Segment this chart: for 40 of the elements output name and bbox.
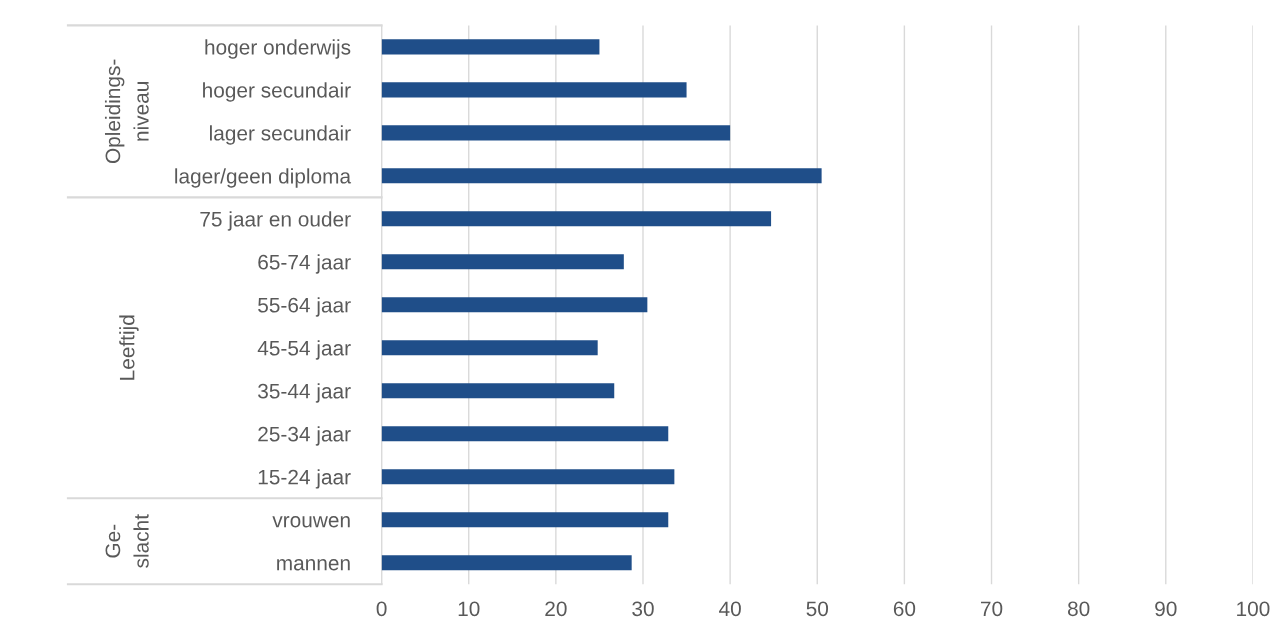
x-tick-label: 90 bbox=[1155, 601, 1177, 617]
text: Opleidings- niveau bbox=[104, 59, 149, 164]
bar bbox=[381, 254, 624, 270]
y-tick-label: 75 jaar en ouder bbox=[200, 211, 351, 231]
x-tick-label: 40 bbox=[719, 601, 741, 617]
x-tick-label: 30 bbox=[632, 601, 654, 617]
y-tick-label: vrouwen bbox=[272, 516, 350, 528]
y-tick-label: 25-34 jaar bbox=[258, 426, 351, 446]
y-tick-label: lager secundair bbox=[210, 125, 351, 145]
bar bbox=[381, 39, 600, 55]
y-tick-label: 15-24 jaar bbox=[258, 469, 351, 489]
text: Leeftijd bbox=[119, 315, 139, 380]
y-tick-label: 65-74 jaar bbox=[258, 254, 351, 274]
bar bbox=[381, 340, 598, 356]
bar bbox=[381, 297, 648, 313]
bar bbox=[381, 555, 632, 571]
y-tick-label: hoger onderwijs bbox=[205, 39, 351, 59]
x-tick-label: 60 bbox=[893, 601, 916, 617]
x-tick-label: 50 bbox=[806, 601, 829, 617]
text: Ge- slacht bbox=[105, 514, 149, 568]
bar bbox=[381, 469, 675, 485]
y-tick-label: hoger secundair bbox=[203, 82, 351, 102]
bar bbox=[381, 211, 772, 227]
x-tick-label: 10 bbox=[458, 601, 480, 617]
x-tick-label: 80 bbox=[1067, 601, 1090, 617]
x-tick-label: 70 bbox=[981, 601, 1003, 617]
y-tick-label: 35-44 jaar bbox=[258, 383, 351, 403]
bar bbox=[381, 426, 669, 442]
x-tick-label: 0 bbox=[376, 601, 387, 617]
bar bbox=[381, 168, 822, 184]
y-tick-label: 45-54 jaar bbox=[257, 340, 351, 360]
bar bbox=[381, 512, 669, 528]
x-tick-label: 20 bbox=[545, 601, 567, 617]
y-tick-label: 55-64 jaar bbox=[258, 297, 351, 317]
bar bbox=[381, 383, 615, 399]
y-tick-label: mannen bbox=[277, 559, 350, 571]
bar bbox=[381, 82, 687, 98]
x-tick-label: 100 bbox=[1237, 601, 1270, 617]
y-tick-label: lager/geen diploma bbox=[175, 168, 352, 188]
bar bbox=[381, 125, 731, 141]
